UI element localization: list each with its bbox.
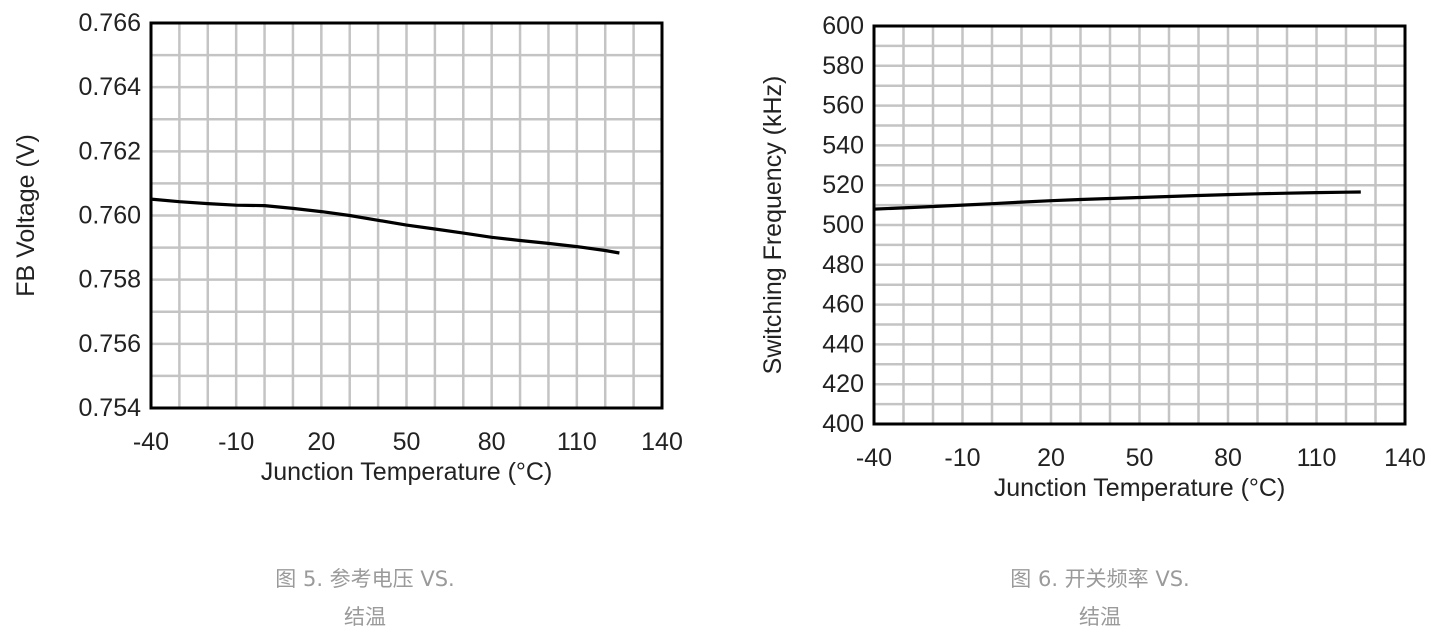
- x-tick-label: 80: [1214, 444, 1242, 472]
- x-tick-label: 140: [641, 428, 683, 456]
- y-tick-label: 520: [822, 171, 864, 199]
- switching-frequency-chart: 400 420 440 460 480 500 520 540 560 580 600 -40 -10 2…: [759, 12, 1426, 502]
- x-tick-label: 20: [1037, 444, 1065, 472]
- y-tick-label: 580: [822, 52, 864, 80]
- x-tick-label: 110: [1297, 444, 1337, 472]
- figure-5-caption-line1: 图 5. 参考电压 VS.: [275, 567, 455, 591]
- x-tick-label: -10: [218, 428, 254, 456]
- y-tick-label: 0.762: [78, 137, 141, 165]
- y-tick-label: 560: [822, 92, 864, 120]
- x-axis-label: Junction Temperature (°C): [994, 474, 1286, 502]
- x-tick-label: -40: [856, 444, 892, 472]
- y-tick-label: 500: [822, 211, 864, 239]
- x-tick-label: 50: [1126, 444, 1154, 472]
- y-tick-label: 0.756: [78, 330, 141, 358]
- y-tick-label: 0.760: [78, 202, 141, 230]
- grid: [151, 23, 662, 408]
- data-line: [873, 190, 1361, 211]
- figure-6-caption-line1: 图 6. 开关频率 VS.: [1010, 567, 1190, 591]
- figure-6-caption: 图 6. 开关频率 VS. 结温: [930, 560, 1270, 636]
- y-axis-label: Switching Frequency (kHz): [759, 76, 787, 375]
- plot-frame: [872, 24, 1407, 426]
- y-tick-label: 440: [822, 330, 864, 358]
- x-tick-label: -10: [944, 444, 980, 472]
- plot-frame: [149, 21, 664, 410]
- x-tick-label: 20: [307, 428, 335, 456]
- figure-5-caption-line2: 结温: [344, 605, 386, 629]
- y-tick-label: 480: [822, 251, 864, 279]
- data-line: [150, 197, 620, 255]
- y-tick-label: 0.758: [78, 266, 141, 294]
- y-tick-label: 0.754: [78, 394, 141, 422]
- grid: [874, 26, 1405, 424]
- x-tick-label: 110: [557, 428, 597, 456]
- y-tick-label: 0.766: [78, 9, 141, 37]
- y-tick-label: 460: [822, 291, 864, 319]
- x-tick-label: -40: [133, 428, 169, 456]
- y-tick-label: 400: [822, 410, 864, 438]
- fb-voltage-chart: 0.754 0.756 0.758 0.760 0.762 0.764 0.766 -40 -1…: [12, 9, 683, 486]
- figure-6-caption-line2: 结温: [1079, 605, 1121, 629]
- x-tick-label: 140: [1384, 444, 1426, 472]
- figure-5-caption: 图 5. 参考电压 VS. 结温: [200, 560, 530, 636]
- y-tick-label: 0.764: [78, 73, 141, 101]
- x-tick-label: 50: [393, 428, 421, 456]
- y-tick-label: 540: [822, 131, 864, 159]
- x-tick-label: 80: [478, 428, 506, 456]
- x-axis-label: Junction Temperature (°C): [261, 458, 553, 486]
- y-axis-label: FB Voltage (V): [12, 134, 40, 297]
- y-tick-label: 600: [822, 12, 864, 40]
- y-tick-label: 420: [822, 370, 864, 398]
